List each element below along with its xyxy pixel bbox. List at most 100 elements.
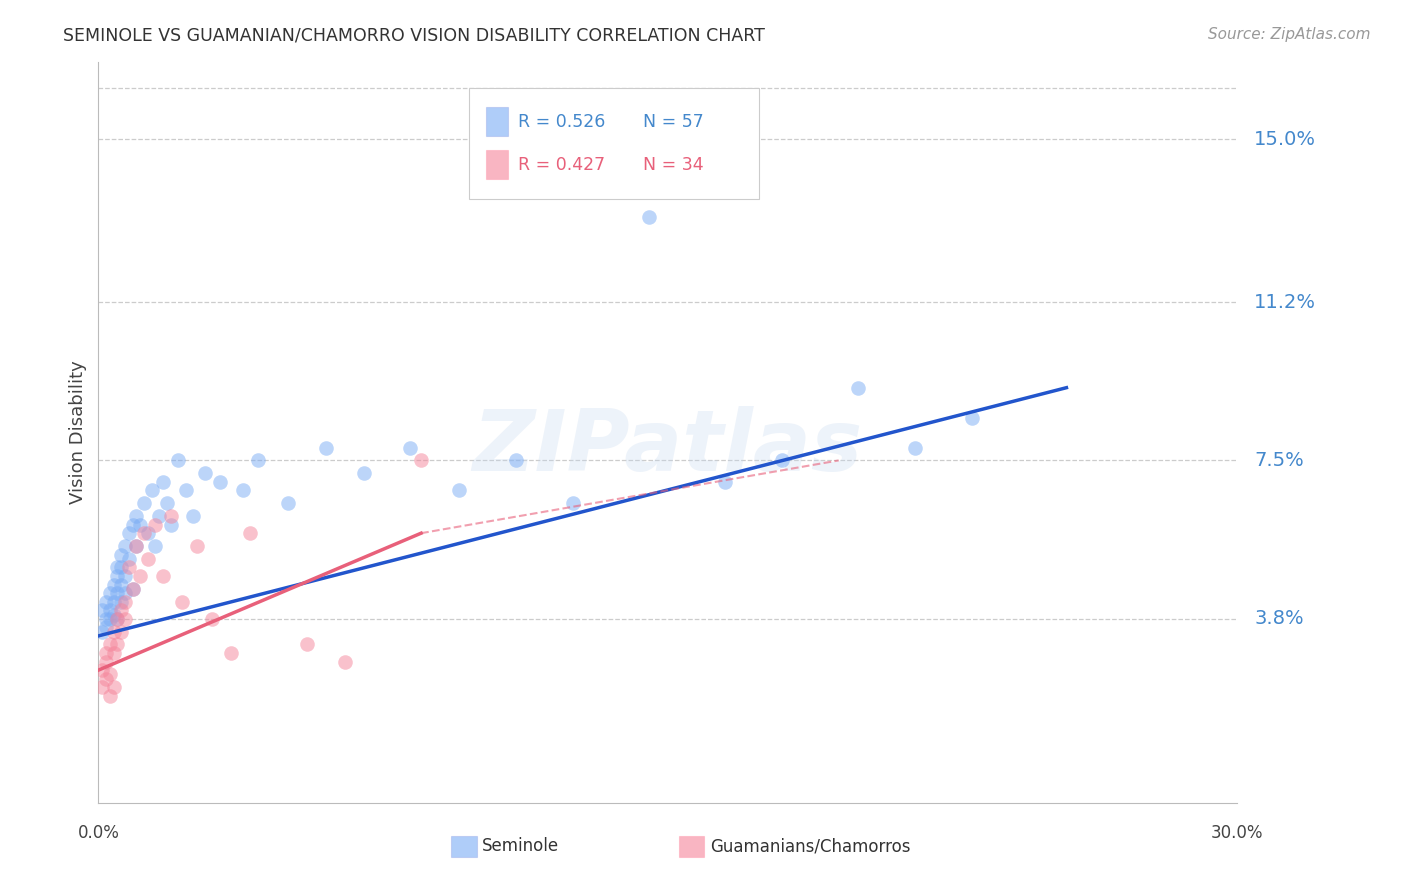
Point bbox=[110, 595, 132, 609]
Point bbox=[98, 667, 121, 681]
Point bbox=[846, 381, 869, 395]
Text: 3.8%: 3.8% bbox=[1254, 609, 1303, 628]
Point bbox=[152, 569, 174, 583]
Point bbox=[174, 483, 197, 498]
Point bbox=[714, 475, 737, 489]
Point bbox=[103, 624, 125, 639]
Point bbox=[449, 483, 471, 498]
Point bbox=[107, 612, 129, 626]
Point bbox=[125, 539, 148, 553]
Point bbox=[103, 680, 125, 694]
Point bbox=[125, 509, 148, 524]
Point bbox=[98, 586, 121, 600]
Text: R = 0.526: R = 0.526 bbox=[517, 112, 605, 130]
Text: 0.0%: 0.0% bbox=[77, 823, 120, 841]
Point bbox=[148, 509, 170, 524]
Point bbox=[141, 483, 163, 498]
Point bbox=[186, 539, 208, 553]
Point bbox=[167, 453, 190, 467]
Y-axis label: Vision Disability: Vision Disability bbox=[69, 360, 87, 505]
Point bbox=[118, 552, 141, 566]
Point bbox=[770, 453, 793, 467]
Point bbox=[121, 582, 143, 596]
Text: Guamanians/Chamorros: Guamanians/Chamorros bbox=[710, 838, 911, 855]
Point bbox=[129, 517, 152, 532]
Text: 15.0%: 15.0% bbox=[1254, 130, 1316, 149]
Point bbox=[114, 595, 136, 609]
Point bbox=[125, 539, 148, 553]
Point bbox=[103, 646, 125, 660]
Text: Source: ZipAtlas.com: Source: ZipAtlas.com bbox=[1208, 27, 1371, 42]
Point bbox=[114, 586, 136, 600]
Point bbox=[121, 582, 143, 596]
Bar bbox=[485, 107, 509, 136]
Point bbox=[152, 475, 174, 489]
Point bbox=[121, 517, 143, 532]
Point bbox=[132, 496, 155, 510]
Point bbox=[398, 441, 420, 455]
Point bbox=[107, 569, 129, 583]
Point bbox=[98, 637, 121, 651]
Point bbox=[94, 612, 117, 626]
Point bbox=[335, 655, 357, 669]
Point bbox=[94, 620, 117, 634]
Point bbox=[91, 680, 114, 694]
Point bbox=[136, 526, 159, 541]
Bar bbox=[485, 150, 509, 179]
Text: SEMINOLE VS GUAMANIAN/CHAMORRO VISION DISABILITY CORRELATION CHART: SEMINOLE VS GUAMANIAN/CHAMORRO VISION DI… bbox=[63, 27, 765, 45]
Point bbox=[91, 663, 114, 677]
Point bbox=[353, 467, 375, 481]
Point bbox=[110, 624, 132, 639]
Point bbox=[960, 410, 983, 425]
Text: N = 34: N = 34 bbox=[643, 155, 703, 174]
Point bbox=[904, 441, 927, 455]
Point bbox=[239, 526, 262, 541]
Point bbox=[132, 526, 155, 541]
Point bbox=[110, 548, 132, 562]
Point bbox=[297, 637, 319, 651]
Point bbox=[232, 483, 254, 498]
Text: 11.2%: 11.2% bbox=[1254, 293, 1316, 311]
Point bbox=[110, 603, 132, 617]
Point bbox=[411, 453, 433, 467]
Text: 30.0%: 30.0% bbox=[1211, 823, 1264, 841]
Point bbox=[114, 612, 136, 626]
Point bbox=[91, 624, 114, 639]
Point bbox=[638, 210, 661, 224]
Text: Seminole: Seminole bbox=[482, 838, 560, 855]
Text: R = 0.427: R = 0.427 bbox=[517, 155, 605, 174]
Point bbox=[136, 552, 159, 566]
Point bbox=[170, 595, 193, 609]
Text: N = 57: N = 57 bbox=[643, 112, 703, 130]
Point bbox=[145, 539, 167, 553]
Point bbox=[94, 595, 117, 609]
Point bbox=[277, 496, 299, 510]
Point bbox=[246, 453, 269, 467]
Point bbox=[159, 517, 181, 532]
Point bbox=[94, 672, 117, 686]
Point bbox=[562, 496, 585, 510]
Point bbox=[107, 637, 129, 651]
Point bbox=[315, 441, 337, 455]
Point bbox=[107, 612, 129, 626]
Point bbox=[103, 595, 125, 609]
Point bbox=[107, 560, 129, 574]
Point bbox=[110, 577, 132, 591]
Point bbox=[183, 509, 205, 524]
Point bbox=[505, 453, 527, 467]
Point bbox=[208, 475, 231, 489]
Text: 7.5%: 7.5% bbox=[1254, 451, 1305, 470]
Point bbox=[114, 569, 136, 583]
Point bbox=[129, 569, 152, 583]
Point bbox=[201, 612, 224, 626]
Point bbox=[221, 646, 243, 660]
Point bbox=[98, 612, 121, 626]
Point bbox=[145, 517, 167, 532]
Point bbox=[91, 603, 114, 617]
Point bbox=[103, 607, 125, 622]
Point bbox=[94, 646, 117, 660]
Point bbox=[98, 689, 121, 703]
Point bbox=[98, 603, 121, 617]
Point bbox=[156, 496, 179, 510]
Point bbox=[118, 526, 141, 541]
